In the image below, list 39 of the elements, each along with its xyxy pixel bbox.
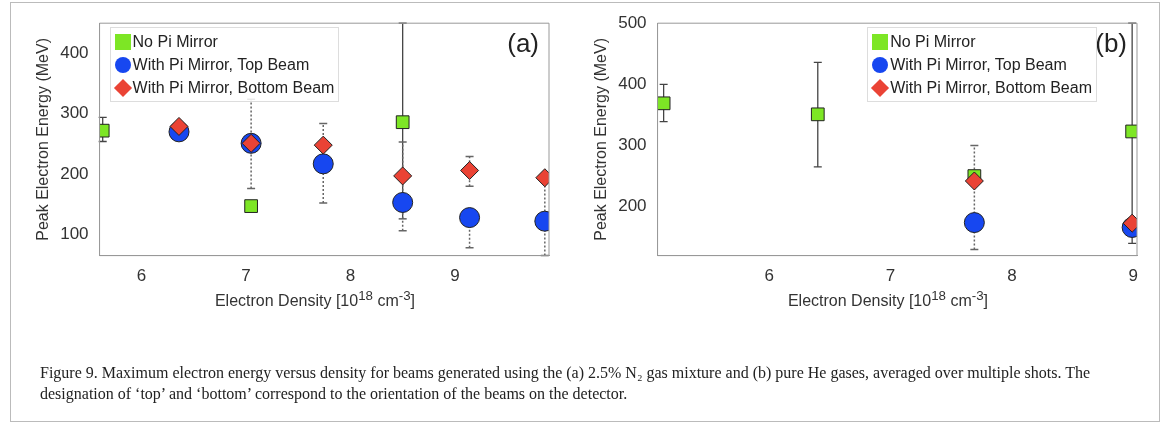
point [169,116,189,136]
x-tick-label: 6 [136,266,147,286]
point [313,135,333,155]
y-tick-label: 500 [618,12,647,32]
legend-label: With Pi Mirror, Bottom Beam [890,78,1092,97]
x-tick-label: 8 [345,266,356,286]
y-tick-label: 200 [60,163,89,183]
legend-label: No Pi Mirror [132,32,218,51]
point [392,191,414,213]
annotation: (a) [507,28,539,59]
legend-label: No Pi Mirror [890,32,976,51]
point [810,107,825,122]
caption: Figure 9. Maximum electron energy versus density for beams generated using the (a) 2.5% N₂ gas mixture and (b) pure He gases, averaged over multiple shots. The designation of ‘top’ and ‘bottom’ correspond to the orientation of the beams on the detector. [40,363,1092,404]
x-tick-label: 9 [1128,266,1139,286]
legend-label: With Pi Mirror, Top Beam [890,55,1067,74]
x-tick-label: 7 [885,266,896,286]
point [312,153,334,175]
x-axis-title: Electron Density [10$^{18}$ cm$^{-3}$] [786,288,990,311]
y-tick-label: 300 [60,103,89,123]
legend-label: With Pi Mirror, Bottom Beam [132,78,335,97]
annotation: (b) [1095,28,1127,59]
x-tick-label: 7 [241,266,251,286]
point [460,160,480,180]
x-axis-title: Electron Density [10$^{18}$ cm$^{-3}$] [213,288,417,311]
point [657,96,671,111]
point [395,115,410,130]
point [393,166,413,186]
y-tick-label: 100 [60,224,89,244]
x-tick-label: 6 [764,266,774,286]
point [459,207,481,229]
y-axis-title: Peak Electron Energy (MeV) [34,38,52,241]
x-tick-label: 9 [450,266,460,286]
y-tick-label: 200 [618,196,647,216]
y-tick-label: 400 [618,74,647,94]
y-tick-label: 300 [618,135,647,155]
legend-label: With Pi Mirror, Top Beam [132,55,310,74]
y-axis-title: Peak Electron Energy (MeV) [592,38,610,241]
x-tick-label: 8 [1007,266,1017,286]
y-tick-label: 400 [60,43,89,63]
